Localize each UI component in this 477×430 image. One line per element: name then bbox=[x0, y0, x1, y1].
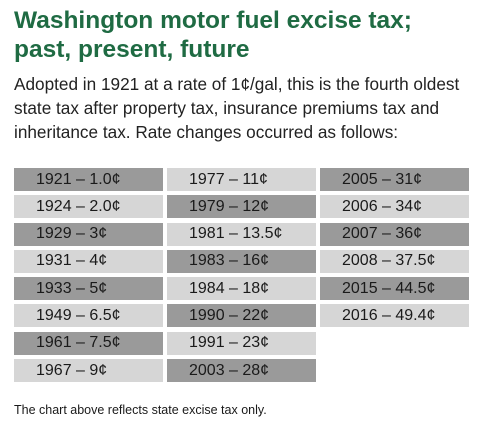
rate-cell: 1931 – 4¢ bbox=[14, 249, 163, 273]
rate-cell: 1983 – 16¢ bbox=[167, 249, 316, 273]
rate-cell: 1979 – 12¢ bbox=[167, 195, 316, 219]
rate-cell: 2015 – 44.5¢ bbox=[320, 277, 469, 301]
rate-cell: 1961 – 7.5¢ bbox=[14, 331, 163, 355]
rate-cell: 2006 – 34¢ bbox=[320, 195, 469, 219]
footnote: The chart above reflects state excise ta… bbox=[14, 403, 267, 417]
rate-cell: 2005 – 31¢ bbox=[320, 168, 469, 191]
rate-table: 1921 – 1.0¢ 1924 – 2.0¢ 1929 – 3¢ 1931 –… bbox=[14, 168, 469, 383]
title-line-2: past, present, future bbox=[14, 36, 250, 63]
page-title: Washington motor fuel excise tax; past, … bbox=[14, 6, 469, 64]
rate-cell: 1977 – 11¢ bbox=[167, 168, 316, 191]
rate-cell: 1991 – 23¢ bbox=[167, 331, 316, 355]
rate-cell: 1949 – 6.5¢ bbox=[14, 304, 163, 328]
rate-cell: 1933 – 5¢ bbox=[14, 277, 163, 301]
rate-cell: 2003 – 28¢ bbox=[167, 359, 316, 383]
rate-cell: 1981 – 13.5¢ bbox=[167, 222, 316, 246]
empty-cell bbox=[320, 332, 469, 355]
rate-cell: 2016 – 49.4¢ bbox=[320, 304, 469, 328]
title-line-1: Washington motor fuel excise tax; bbox=[14, 7, 412, 34]
rate-cell: 1929 – 3¢ bbox=[14, 222, 163, 246]
intro-paragraph: Adopted in 1921 at a rate of 1¢/gal, thi… bbox=[14, 74, 460, 142]
rate-cell: 1921 – 1.0¢ bbox=[14, 168, 163, 191]
rate-cell: 1984 – 18¢ bbox=[167, 277, 316, 301]
rate-cell: 1990 – 22¢ bbox=[167, 304, 316, 328]
rate-cell: 1967 – 9¢ bbox=[14, 359, 163, 383]
rate-cell: 2008 – 37.5¢ bbox=[320, 249, 469, 273]
rate-cell: 1924 – 2.0¢ bbox=[14, 195, 163, 219]
empty-cell bbox=[320, 359, 469, 382]
rate-cell: 2007 – 36¢ bbox=[320, 222, 469, 246]
